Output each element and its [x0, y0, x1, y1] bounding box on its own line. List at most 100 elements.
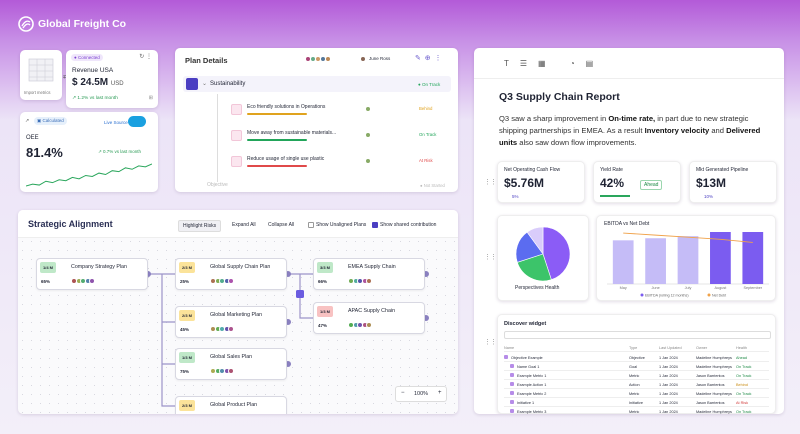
status-text: Calculated [42, 118, 64, 123]
table-cell: 1 Jan 2024 [659, 391, 678, 396]
node-title: APAC Supply Chain [348, 308, 396, 314]
x-tick-label: May [620, 286, 627, 290]
node-badge: 1/4 M [40, 262, 56, 273]
table-cell: 1 Jan 2024 [659, 400, 678, 405]
plan-node[interactable]: 2/3 M 45% Global Marketing Plan [175, 306, 287, 338]
search-box[interactable] [504, 331, 771, 339]
node-badge: 2/3 M [179, 400, 195, 411]
bar [742, 232, 764, 284]
kpi-note: 5% [512, 194, 519, 199]
progress-bar [247, 139, 307, 141]
toggle-label: Show shared contribution [380, 222, 437, 228]
table-row[interactable]: Example Metric 2 Metric 1 Jan 2024 Madeline… [504, 389, 769, 398]
paragraph-part: also saw down flow improvements. [517, 138, 637, 147]
kpi-card: Mkt Generated Pipeline $13M 10% [689, 161, 777, 203]
kpi-value: $13M [696, 176, 727, 190]
owner-avatar [365, 106, 371, 112]
table-cell: Jason Barrientos [696, 373, 725, 378]
health-status: On Track [736, 364, 752, 369]
plan-node[interactable]: 2/3 M50%Global Product Plan [175, 396, 287, 414]
status-text: Behind [419, 106, 433, 111]
import-card[interactable]: Import metrics [20, 50, 62, 100]
avatar [228, 326, 234, 332]
zoom-in[interactable]: + [438, 390, 442, 396]
avatar [89, 278, 95, 284]
plan-node[interactable]: 3/3 M 66% EMEA Supply Chain [313, 258, 425, 290]
table-title: Discover widget [504, 321, 547, 327]
metric-change: ↗ 0.7% vs last month [98, 149, 142, 154]
checkbox[interactable] [372, 222, 378, 228]
table-row[interactable]: Example Metric 3 Metric 1 Jan 2024 Madeline… [504, 407, 769, 414]
trend-icon: ↗ [25, 118, 30, 124]
table-row[interactable]: Initiative 1 Initiative 1 Jan 2024 Jason Ba… [504, 398, 769, 407]
table-cell: 1 Jan 2024 [659, 382, 678, 387]
paragraph-part: Delivered units [499, 126, 761, 147]
legend-swatch [707, 293, 711, 297]
header-icons[interactable]: ✎ ⊕ ⋮ [415, 55, 442, 62]
kpi-progress [600, 195, 630, 197]
kpi-title: Net Operating Cash Flow [504, 167, 561, 173]
pie-slice [516, 253, 552, 282]
table-row[interactable]: Name Goal 1 Goal 1 Jan 2024 Madeline Humphr… [504, 362, 769, 371]
node-progress: 47% [318, 323, 328, 328]
plan-node[interactable]: 1/3 M 47% APAC Supply Chain [313, 302, 425, 334]
control-button[interactable]: Expand All [232, 222, 256, 228]
table-row[interactable]: Example Action 1 Action 1 Jan 2024 Jason Ba… [504, 380, 769, 389]
report-panel: T☰▦ ◔▤ Q3 Supply Chain Report Q3 saw a s… [474, 48, 784, 414]
bar [612, 240, 634, 284]
table-cell: Metric [629, 409, 640, 414]
node-badge: 2/3 M [179, 262, 195, 273]
item-name: Reduce usage of single use plastic [247, 156, 325, 162]
table-cell: Example Metric 3 [517, 409, 547, 414]
card-icons: ↻ ⋮ [139, 54, 152, 60]
kpi-note: Ahead [640, 180, 663, 190]
node-title: Global Supply Chain Plan [210, 264, 271, 270]
drag-handle[interactable]: ⋮⋮ [484, 339, 497, 346]
kpi-value: 42% [600, 176, 625, 190]
plan-node[interactable]: 2/3 M 25% Global Supply Chain Plan [175, 258, 287, 290]
control-button[interactable]: Collapse All [268, 222, 295, 228]
node-progress: 66% [318, 279, 328, 284]
plan-item: Move away from sustainable materials... O… [223, 126, 453, 148]
revenue-card[interactable]: ● Connected ↻ ⋮ Revenue USA $ 24.5M USD … [66, 50, 158, 108]
unit: USD [110, 81, 124, 87]
legend-swatch [640, 293, 644, 297]
plan-node[interactable]: 1/4 M 65% Company Strategy Plan [36, 258, 148, 290]
checkbox[interactable] [308, 222, 314, 228]
plan-node[interactable]: 1/3 M 75% Global Sales Plan [175, 348, 287, 380]
health-status: On Track [736, 409, 752, 414]
row-icon [510, 391, 514, 395]
editor-toolbar[interactable]: T☰▦ ◔▤ [504, 59, 605, 68]
drag-handle[interactable]: ⋮⋮ [484, 179, 497, 186]
node-progress: 45% [180, 327, 190, 332]
paragraph-part: Inventory velocity [644, 126, 710, 135]
chevron: ⌄ [202, 81, 208, 87]
bar [645, 238, 666, 284]
table-row[interactable]: Objective Example Objective 1 Jan 2024 Made… [504, 353, 769, 362]
table-cell: Metric [629, 373, 640, 378]
drag-handle[interactable]: ⋮⋮ [484, 254, 497, 261]
status-pill: ● Connected [71, 54, 103, 61]
status-text: On Track [419, 132, 437, 137]
node-badge: 2/3 M [179, 310, 195, 321]
pie-title: Perspectives Health [515, 285, 560, 291]
control-button[interactable]: Highlight Risks [178, 220, 222, 232]
table-card: Discover widget Name Type Last Updated Owne… [497, 314, 776, 414]
table-cell: Objective [629, 355, 645, 360]
table-cell: Example Action 1 [517, 382, 547, 387]
zoom-out[interactable]: − [401, 390, 405, 396]
table-row[interactable]: Example Metric 1 Metric 1 Jan 2024 Jason Ba… [504, 371, 769, 380]
table-cell: 1 Jan 2024 [659, 355, 678, 360]
node-title: Global Product Plan [210, 402, 258, 408]
node-title: EMEA Supply Chain [348, 264, 396, 270]
group-row[interactable]: ⌄ Sustainability ● On Track [183, 76, 451, 92]
plan-item: Eco friendly solutions in Operations Behi… [223, 100, 453, 122]
node-title: Company Strategy Plan [71, 264, 127, 270]
x-tick-label: August [714, 286, 727, 290]
plan-item: Reduce usage of single use plastic At Ris… [223, 152, 453, 174]
health-status: On Track [736, 391, 752, 396]
oee-card[interactable]: ↗ ▣ Calculated Live Source OEE 81.4% ↗ 0… [20, 112, 158, 192]
app-title: Global Freight Co [38, 18, 127, 30]
table-cell: 1 Jan 2024 [659, 364, 678, 369]
